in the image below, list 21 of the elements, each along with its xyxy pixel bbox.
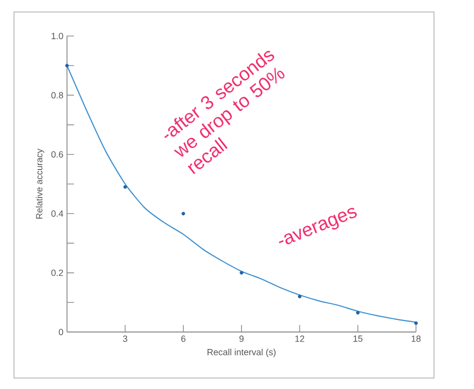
y-tick-label: 0.8 [51, 92, 64, 98]
y-axis-title: Relative accuracy [36, 148, 44, 219]
point [182, 212, 186, 216]
y-tick-label: 0.2 [51, 270, 64, 276]
point [123, 185, 127, 189]
x-tick-label: 15 [354, 336, 362, 342]
point [65, 64, 69, 68]
y-tick-label: 0 [58, 328, 64, 336]
y-tick-label: 1.0 [52, 32, 64, 40]
point [414, 321, 418, 325]
y-tick-label: 0.4 [51, 210, 64, 217]
x-tick-label: 3 [123, 336, 128, 342]
x-tick-label: 9 [239, 336, 244, 342]
y-tick-label: 0.6 [51, 151, 64, 158]
x-tick-label: 6 [181, 336, 186, 342]
x-tick-label: 12 [295, 336, 304, 342]
x-axis-title: Recall interval (s) [208, 348, 276, 358]
x-tick-label: 18 [412, 336, 421, 342]
point [298, 294, 302, 298]
point [356, 310, 360, 315]
point [240, 271, 244, 275]
